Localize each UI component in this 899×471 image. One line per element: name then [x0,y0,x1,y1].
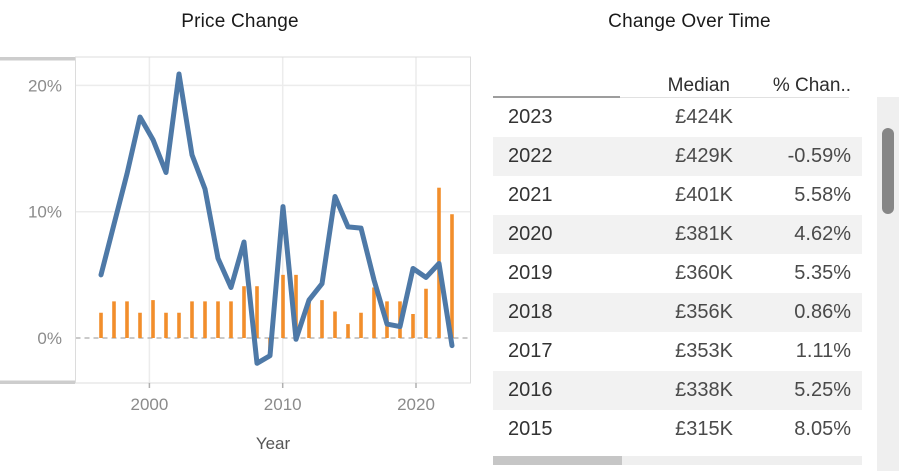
table-row[interactable]: 2023 £424K [493,98,862,137]
year-cell[interactable]: 2021 [508,184,553,206]
median-cell[interactable]: £315K [675,418,733,440]
table-row[interactable]: 2015 £315K 8.05% [493,410,862,449]
bar-mark[interactable] [320,300,324,338]
pct-change-cell[interactable]: 5.25% [794,379,851,401]
bar-mark[interactable] [346,324,350,338]
year-cell[interactable]: 2016 [508,379,553,401]
header-divider-dark [493,96,620,98]
line-mark[interactable] [98,71,455,366]
bar-mark[interactable] [307,300,311,338]
y-tick-label: 10% [28,203,62,222]
table-row[interactable]: 2021 £401K 5.58% [493,176,862,215]
bar-mark[interactable] [281,274,285,338]
year-cell[interactable]: 2019 [508,262,553,284]
pct-change-cell[interactable]: 1.11% [795,340,851,362]
bar-mark[interactable] [125,301,129,338]
table-row[interactable]: 2018 £356K 0.86% [493,293,862,332]
year-cell[interactable]: 2023 [508,106,553,128]
bar-mark[interactable] [99,312,103,338]
bar-mark[interactable] [242,286,246,338]
bar-mark[interactable] [151,300,155,338]
pct-change-cell[interactable]: 5.35% [794,262,851,284]
median-cell[interactable]: £429K [675,145,733,167]
median-cell[interactable]: £401K [675,184,733,206]
pct-change-cell[interactable]: 4.62% [794,223,851,245]
y-tick-label: 20% [28,76,62,95]
price-change-chart[interactable]: 2000 2010 2020 20% 10% 0% Year [0,0,480,471]
horizontal-scrollbar-thumb[interactable] [493,456,622,465]
plot-border [75,56,471,384]
x-axis-title: Year [256,434,291,453]
pct-change-column-header[interactable]: % Chan.. [772,75,851,96]
bar-mark[interactable] [411,314,415,338]
median-cell[interactable]: £424K [675,106,733,128]
x-tick-label: 2000 [130,395,168,414]
x-tick-label: 2020 [397,395,435,414]
bar-mark[interactable] [190,301,194,338]
year-cell[interactable]: 2018 [508,301,553,323]
bar-mark[interactable] [333,311,337,338]
bar-mark[interactable] [255,286,259,338]
bar-mark[interactable] [138,312,142,338]
bar-mark[interactable] [450,214,454,338]
change-over-time-panel: Change Over Time Median % Chan.. 2023 £42… [480,0,899,471]
change-over-time-title: Change Over Time [608,11,771,32]
year-cell[interactable]: 2020 [508,223,553,245]
bar-mark[interactable] [177,312,181,338]
median-cell[interactable]: £353K [675,340,733,362]
axis-corner-strip-top [0,57,75,61]
bar-mark[interactable] [164,312,168,338]
table-row[interactable]: 2019 £360K 5.35% [493,254,862,293]
median-cell[interactable]: £338K [675,379,733,401]
table-body: 2023 £424K 2022 £429K -0.59% 2021 £401K 5.58% 20… [493,98,862,449]
bar-mark[interactable] [203,301,207,338]
table-header: Median % Chan.. [493,59,862,104]
pct-change-cell[interactable]: 8.05% [794,418,851,440]
price-change-panel: Price Change 2000 2010 2020 20% 10% 0% Year [0,0,480,471]
bar-mark[interactable] [372,287,376,338]
table-row[interactable]: 2017 £353K 1.11% [493,332,862,371]
bar-mark[interactable] [294,274,298,338]
median-cell[interactable]: £360K [675,262,733,284]
median-cell[interactable]: £381K [675,223,733,245]
year-cell[interactable]: 2015 [508,418,553,440]
table-row[interactable]: 2022 £429K -0.59% [493,137,862,176]
horizontal-scrollbar-track[interactable] [493,456,862,465]
bar-mark[interactable] [424,288,428,338]
x-tick-label: 2010 [264,395,302,414]
table-row[interactable]: 2020 £381K 4.62% [493,215,862,254]
header-divider-light [620,97,849,98]
median-column-header: Median [667,75,730,96]
pct-change-cell[interactable]: -0.59% [787,145,851,167]
median-cell[interactable]: £356K [675,301,733,323]
price-change-title: Price Change [181,11,299,32]
bar-mark[interactable] [112,301,116,338]
bar-mark[interactable] [216,301,220,338]
pct-change-cell[interactable]: 5.58% [794,184,851,206]
year-cell[interactable]: 2022 [508,145,553,167]
pct-change-cell[interactable]: 0.86% [794,301,851,323]
y-tick-label: 0% [37,329,62,348]
bar-mark[interactable] [229,301,233,338]
year-cell[interactable]: 2017 [508,340,553,362]
table-row[interactable]: 2016 £338K 5.25% [493,371,862,410]
axis-corner-strip-bottom [0,380,75,384]
vertical-scrollbar-thumb[interactable] [882,128,894,214]
bar-mark[interactable] [359,312,363,338]
